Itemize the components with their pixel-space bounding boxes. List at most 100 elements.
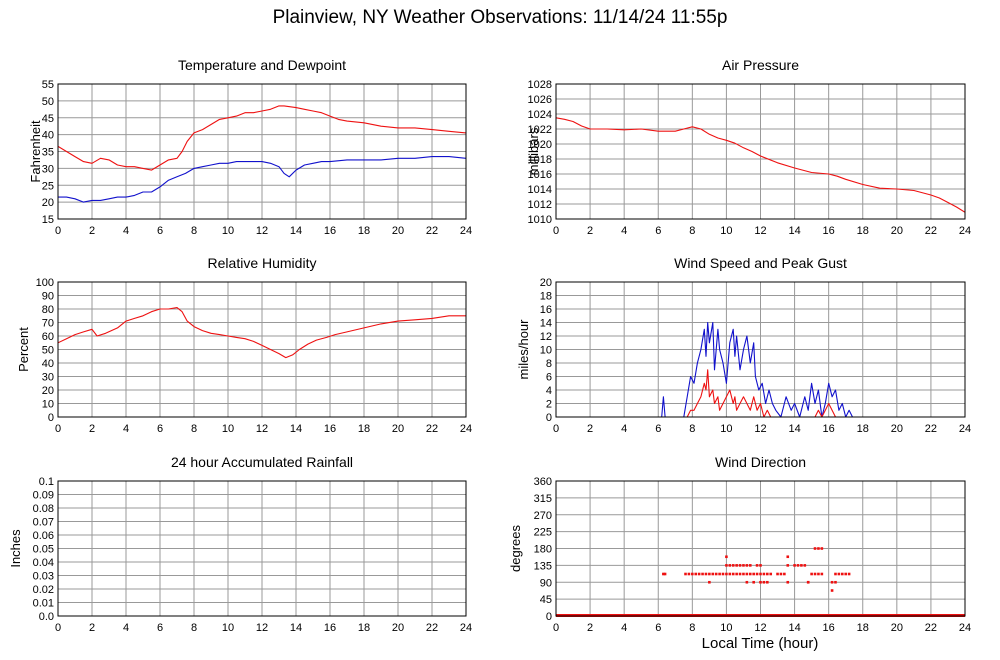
- x-tick-label: 4: [123, 622, 129, 634]
- series-line-0: [58, 105, 466, 171]
- data-point: [708, 572, 711, 576]
- x-tick-label: 22: [925, 622, 937, 634]
- x-tick-label: 14: [290, 423, 302, 435]
- x-tick-label: 14: [290, 622, 302, 634]
- data-point: [694, 572, 698, 576]
- data-point: [728, 572, 732, 576]
- data-point: [748, 564, 752, 567]
- x-tick-label: 18: [857, 225, 869, 237]
- x-tick-label: 2: [89, 423, 95, 435]
- x-tick-label: 4: [621, 225, 627, 237]
- y-tick-label: 20: [42, 385, 54, 397]
- y-tick-label: 0.04: [33, 557, 54, 569]
- y-tick-label: 180: [534, 544, 552, 556]
- data-point: [783, 572, 786, 576]
- data-point: [725, 572, 728, 576]
- chart-title: Wind Direction: [715, 454, 806, 470]
- x-tick-label: 20: [392, 622, 404, 634]
- y-tick-label: 35: [42, 147, 54, 159]
- page-title: Plainview, NY Weather Observations: 11/1…: [272, 7, 728, 28]
- x-tick-label: 0: [553, 225, 559, 237]
- plot-frame: [555, 83, 966, 220]
- data-point: [820, 547, 824, 550]
- data-point: [745, 580, 749, 584]
- data-point: [759, 564, 762, 567]
- chart-title: 24 hour Accumulated Rainfall: [171, 454, 353, 470]
- x-tick-label: 18: [857, 622, 869, 634]
- data-point: [755, 572, 759, 576]
- y-tick-label: 14: [540, 318, 552, 330]
- x-tick-label: 24: [460, 423, 472, 435]
- data-point: [738, 572, 742, 576]
- y-tick-label: 1022: [528, 124, 552, 136]
- chart-title: Air Pressure: [722, 57, 799, 73]
- y-axis-title: millibars: [526, 127, 541, 175]
- y-tick-label: 20: [540, 277, 552, 289]
- y-tick-label: 20: [42, 197, 54, 209]
- y-tick-label: 40: [42, 130, 54, 142]
- x-tick-label: 2: [587, 423, 593, 435]
- data-point: [752, 572, 755, 576]
- x-tick-label: 20: [392, 423, 404, 435]
- data-point: [759, 580, 762, 584]
- x-tick-label: 24: [460, 225, 472, 237]
- plot-frame: [57, 480, 467, 617]
- series-group: [556, 117, 965, 213]
- data-point: [766, 580, 769, 584]
- x-tick-label: 24: [959, 423, 971, 435]
- data-point: [745, 564, 749, 567]
- x-tick-label: 16: [324, 423, 336, 435]
- x-tick-label: 18: [358, 423, 370, 435]
- y-tick-label: 16: [540, 304, 552, 316]
- y-tick-label: 60: [42, 331, 54, 343]
- y-tick-label: 1014: [528, 184, 552, 196]
- y-tick-label: 50: [42, 345, 54, 357]
- y-tick-label: 40: [42, 358, 54, 370]
- y-tick-label: 90: [540, 577, 552, 589]
- x-tick-label: 8: [191, 622, 197, 634]
- plot-frame: [57, 281, 467, 418]
- data-point: [793, 564, 796, 567]
- data-point: [776, 572, 779, 576]
- y-tick-label: 50: [42, 96, 54, 108]
- x-tick-label: 4: [123, 225, 129, 237]
- y-tick-label: 45: [540, 594, 552, 606]
- data-point: [663, 572, 667, 576]
- chart-title: Relative Humidity: [208, 255, 317, 271]
- data-point: [731, 564, 735, 567]
- data-point: [813, 547, 817, 550]
- y-tick-label: 360: [534, 476, 552, 488]
- data-point: [803, 564, 807, 567]
- x-tick-label: 20: [891, 225, 903, 237]
- data-point: [779, 572, 783, 576]
- data-point: [735, 572, 738, 576]
- x-tick-label: 10: [222, 225, 234, 237]
- y-tick-label: 15: [42, 214, 54, 226]
- data-point: [769, 572, 773, 576]
- x-tick-label: 16: [324, 622, 336, 634]
- y-tick-label: 70: [42, 318, 54, 330]
- data-point: [762, 572, 766, 576]
- y-tick-label: 1024: [528, 109, 552, 121]
- data-point: [813, 572, 817, 576]
- y-tick-label: 1028: [528, 79, 552, 91]
- data-point: [725, 564, 728, 567]
- x-tick-label: 20: [891, 622, 903, 634]
- data-point: [844, 572, 848, 576]
- x-tick-label: 16: [823, 622, 835, 634]
- x-tick-label: 24: [959, 622, 971, 634]
- x-tick-label: 0: [55, 423, 61, 435]
- x-tick-label: 22: [426, 622, 438, 634]
- x-tick-label: 8: [689, 423, 695, 435]
- plot-frame: [555, 480, 966, 617]
- y-tick-label: 10: [540, 345, 552, 357]
- data-point: [800, 564, 803, 567]
- data-point: [830, 589, 834, 592]
- data-point: [725, 555, 728, 559]
- y-tick-label: 1018: [528, 154, 552, 166]
- data-point: [847, 572, 851, 576]
- y-tick-label: 1012: [528, 199, 552, 211]
